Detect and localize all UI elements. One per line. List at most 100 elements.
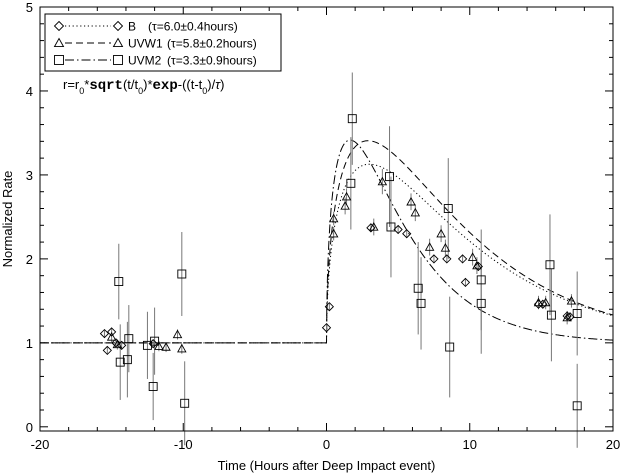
markers	[99, 114, 582, 411]
legend-tau-b: (τ=6.0±0.4hours)	[148, 20, 238, 34]
data-point-uvm2	[148, 382, 158, 391]
formula-part: 0	[202, 86, 207, 96]
data-point-uvw1	[341, 191, 352, 201]
formula-part: -((t-t	[178, 77, 203, 92]
formula-part: 0	[138, 86, 143, 96]
legend-tau-uvw1: (τ=5.8±0.2hours)	[167, 37, 257, 51]
axis-ticks	[39, 6, 614, 431]
legend-label-uvm2: UVM2	[128, 54, 162, 68]
data-point-uvm2	[445, 342, 455, 352]
legend-marker-end-uvw1	[112, 37, 124, 48]
data-point-uvw1	[172, 329, 183, 339]
data-point-uvw1	[440, 243, 451, 252]
legend-marker-b	[53, 20, 65, 32]
data-point-uvw1	[410, 207, 421, 217]
data-point-b	[460, 277, 471, 288]
data-point-b	[538, 299, 548, 309]
data-point-uvm2	[114, 277, 124, 287]
legend-label-b: B	[128, 20, 136, 34]
data-point-uvm2	[124, 334, 134, 344]
data-point-uvm2	[115, 357, 125, 367]
data-point-b	[324, 302, 335, 312]
data-point-b	[366, 223, 376, 233]
fit-curve-uvw1	[40, 140, 613, 344]
data-point-uvw1	[540, 297, 551, 307]
model-formula: r=r0*sqrt(t/t0)*exp-((t-t0)/τ)	[63, 77, 224, 96]
legend-marker-uvw1	[53, 37, 65, 48]
data-point-uvm2	[572, 401, 582, 411]
formula-part: *	[84, 77, 89, 92]
data-point-uvm2	[347, 114, 357, 124]
formula-part: sqrt	[89, 78, 123, 94]
data-point-uvm2	[476, 298, 486, 308]
data-point-uvm2	[572, 309, 582, 318]
data-point-uvw1	[177, 343, 187, 353]
formula-part: )/	[207, 77, 215, 92]
data-point-uvm2	[177, 269, 187, 279]
data-point-b	[111, 338, 121, 348]
data-point-uvw1	[106, 332, 117, 341]
legend-marker-end-uvm2	[113, 55, 123, 65]
formula-part: (t/t	[123, 77, 139, 92]
legend-marker-uvm2	[54, 55, 64, 65]
data-point-b	[473, 261, 483, 272]
formula-part: r=r	[63, 77, 80, 92]
data-point-uvw1	[161, 342, 171, 351]
formula-part: τ	[215, 77, 221, 92]
tick-labels: -20 -10 0 10 20 0 1 2 3 4 5	[26, 0, 620, 452]
y-tick-label: 1	[26, 336, 33, 351]
data-point-uvw1	[472, 260, 482, 270]
data-point-uvm2	[150, 336, 160, 346]
data-point-b	[102, 345, 112, 356]
data-point-b	[402, 229, 412, 239]
data-point-b	[457, 254, 468, 264]
fit-curve-uvm2	[40, 139, 613, 344]
data-point-uvm2	[546, 310, 556, 320]
data-point-b	[442, 254, 452, 264]
data-point-uvw1	[328, 228, 339, 238]
y-tick-label: 3	[26, 168, 33, 183]
data-point-b	[562, 311, 572, 321]
data-point-uvw1	[340, 201, 350, 210]
y-tick-label: 4	[26, 84, 33, 99]
data-point-uvw1	[406, 196, 416, 206]
data-point-b	[321, 323, 332, 333]
legend: B (τ=6.0±0.4hours) UVW1 (τ=5.8±0.2hours) UVM…	[44, 13, 282, 72]
formula-part: exp	[153, 78, 178, 94]
data-point-b	[393, 224, 403, 235]
data-point-uvw1	[328, 213, 339, 223]
data-point-uvw1	[112, 339, 123, 349]
data-point-uvm2	[416, 298, 426, 308]
y-tick-label: 2	[26, 252, 33, 267]
data-point-uvw1	[566, 295, 577, 305]
x-tick-label: -20	[31, 437, 50, 452]
data-point-uvm2	[122, 355, 132, 365]
fit-curves	[40, 139, 613, 344]
data-point-uvm2	[413, 283, 423, 293]
data-point-uvw1	[436, 228, 446, 238]
data-point-b	[429, 254, 439, 264]
data-point-b	[106, 327, 117, 337]
data-point-uvm2	[346, 178, 356, 188]
data-point-uvw1	[562, 312, 572, 322]
x-tick-label: 20	[606, 437, 620, 452]
legend-label-uvw1: UVW1	[128, 37, 163, 51]
y-tick-label: 5	[26, 0, 33, 15]
data-point-uvw1	[377, 176, 388, 186]
x-tick-label: -10	[174, 437, 193, 452]
fit-curve-b	[40, 163, 613, 344]
formula-part: )	[220, 77, 224, 92]
data-point-uvw1	[369, 222, 379, 231]
formula-part: 0	[79, 86, 84, 96]
data-point-uvw1	[467, 252, 478, 261]
x-tick-label: 10	[463, 437, 477, 452]
data-point-uvm2	[476, 275, 486, 285]
data-point-uvw1	[533, 297, 544, 307]
data-point-uvm2	[545, 260, 555, 270]
data-point-uvw1	[154, 341, 164, 350]
legend-box	[44, 13, 282, 72]
data-point-uvm2	[386, 222, 396, 232]
data-point-uvm2	[443, 204, 453, 213]
